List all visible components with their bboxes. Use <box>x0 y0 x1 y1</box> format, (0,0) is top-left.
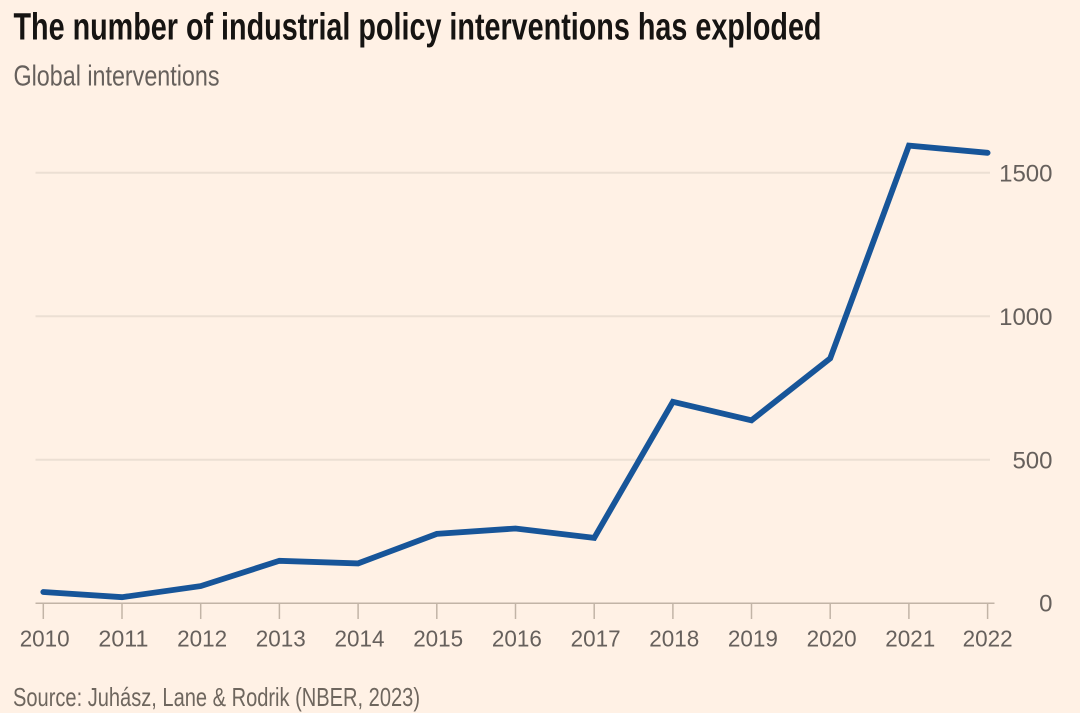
svg-text:500: 500 <box>1012 447 1052 474</box>
svg-text:2019: 2019 <box>728 626 778 652</box>
svg-text:2018: 2018 <box>649 626 699 652</box>
svg-text:2012: 2012 <box>177 626 227 652</box>
svg-text:1500: 1500 <box>999 161 1052 188</box>
svg-text:0: 0 <box>1039 590 1052 617</box>
svg-text:2014: 2014 <box>335 626 385 652</box>
svg-text:2017: 2017 <box>571 626 621 652</box>
svg-text:2022: 2022 <box>963 626 1013 652</box>
svg-text:2011: 2011 <box>98 626 148 652</box>
svg-text:1000: 1000 <box>999 304 1052 331</box>
svg-text:2020: 2020 <box>807 626 857 652</box>
svg-text:Global interventions: Global interventions <box>14 60 220 92</box>
svg-text:2015: 2015 <box>413 626 463 652</box>
svg-text:2013: 2013 <box>256 626 306 652</box>
svg-text:Source: Juhász, Lane & Rodrik: Source: Juhász, Lane & Rodrik (NBER, 202… <box>13 682 420 712</box>
svg-text:2021: 2021 <box>885 626 935 652</box>
svg-text:2016: 2016 <box>492 626 542 652</box>
svg-text:2010: 2010 <box>20 626 70 652</box>
svg-text:The number of industrial polic: The number of industrial policy interven… <box>14 6 822 48</box>
